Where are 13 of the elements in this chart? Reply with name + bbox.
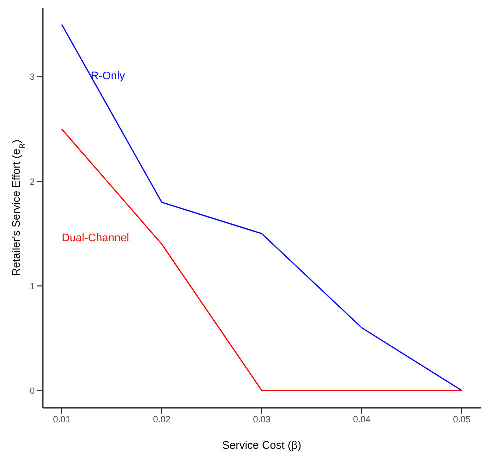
y-tick-label: 0	[30, 386, 35, 396]
y-tick-label: 1	[30, 281, 35, 292]
x-tick-label: 0.02	[153, 414, 171, 424]
y-tick-label: 2	[30, 176, 35, 187]
x-tick-label: 0.04	[353, 414, 371, 424]
x-tick-label: 0.03	[253, 414, 271, 424]
y-tick-label: 3	[30, 72, 35, 82]
x-tick-label: 0.01	[53, 414, 71, 424]
line-series	[61, 24, 463, 392]
series-label: R-Only	[91, 70, 126, 83]
series-label: Dual-Channel	[62, 232, 130, 244]
x-tick-label: 0.05	[453, 414, 471, 424]
x-axis-title: Service Cost (β)	[222, 440, 302, 452]
